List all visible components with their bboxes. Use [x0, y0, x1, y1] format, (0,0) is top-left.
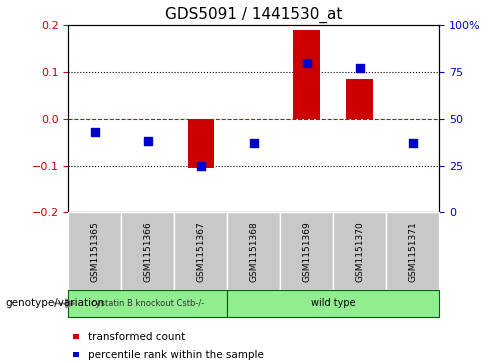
Text: cystatin B knockout Cstb-/-: cystatin B knockout Cstb-/-: [91, 299, 204, 308]
Title: GDS5091 / 1441530_at: GDS5091 / 1441530_at: [165, 7, 343, 23]
Bar: [346, 79, 373, 119]
Point: [409, 140, 417, 146]
Point: [144, 138, 152, 144]
Text: GSM1151365: GSM1151365: [90, 221, 100, 282]
Text: transformed count: transformed count: [88, 331, 185, 342]
Text: GSM1151370: GSM1151370: [355, 221, 364, 282]
Text: genotype/variation: genotype/variation: [5, 298, 104, 309]
Text: GSM1151371: GSM1151371: [408, 221, 417, 282]
Text: GSM1151366: GSM1151366: [143, 221, 152, 282]
Point: [356, 65, 364, 71]
Point: [197, 163, 204, 168]
Text: wild type: wild type: [311, 298, 356, 309]
Text: GSM1151369: GSM1151369: [302, 221, 311, 282]
Point: [91, 129, 99, 135]
Text: GSM1151367: GSM1151367: [196, 221, 205, 282]
Point: [303, 60, 311, 66]
Point: [250, 140, 258, 146]
Text: percentile rank within the sample: percentile rank within the sample: [88, 350, 264, 360]
Bar: [293, 30, 320, 119]
Bar: [187, 119, 214, 168]
Text: GSM1151368: GSM1151368: [249, 221, 258, 282]
